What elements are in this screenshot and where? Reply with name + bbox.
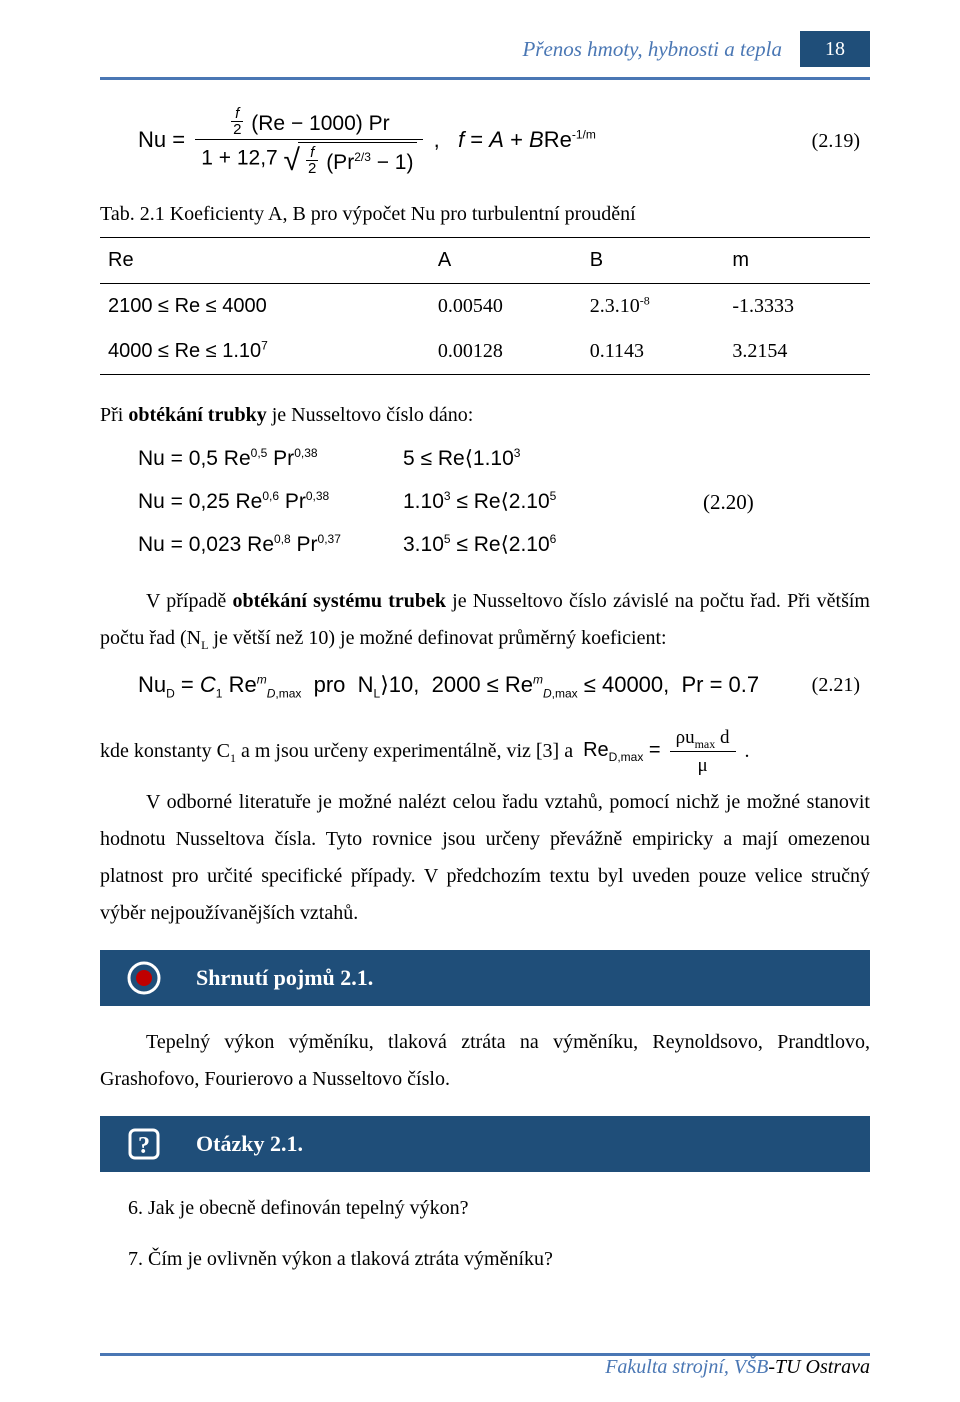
para-constants: kde konstanty C1 a m jsou určeny experim… bbox=[100, 724, 870, 781]
question-item: 7. Čím je ovlivněn výkon a tlaková ztrát… bbox=[128, 1241, 870, 1278]
cell: -1.3333 bbox=[724, 284, 870, 330]
cell: 0.00128 bbox=[430, 329, 582, 375]
svg-text:?: ? bbox=[138, 1133, 150, 1159]
rel-num: (2.20) bbox=[703, 483, 754, 522]
col-b: B bbox=[582, 238, 725, 284]
running-title: Přenos hmoty, hybnosti a tepla bbox=[522, 30, 782, 69]
summary-title: Shrnutí pojmů 2.1. bbox=[188, 958, 373, 999]
footer-text: Fakulta strojní, VŠB-TU Ostrava bbox=[605, 1349, 870, 1386]
questions-title: Otázky 2.1. bbox=[188, 1124, 303, 1165]
rel-lhs: Nu = 0,023 Re0,8 Pr0,37 bbox=[138, 526, 403, 565]
eq219-den: 1 + 12,7 f2 (Pr2/3 − 1) bbox=[195, 140, 423, 178]
eq219-num: f2 (Re − 1000) Pr bbox=[195, 104, 423, 140]
rel-lhs: Nu = 0,5 Re0,5 Pr0,38 bbox=[138, 440, 403, 479]
footer-vsb: VŠB bbox=[734, 1356, 768, 1378]
summary-body: Tepelný výkon výměníku, tlaková ztráta n… bbox=[100, 1024, 870, 1098]
eq219-number: (2.19) bbox=[812, 123, 860, 160]
relation-row: Nu = 0,5 Re0,5 Pr0,38 5 ≤ Re⟨1.103 bbox=[138, 440, 870, 479]
obtekani-intro: Při obtékání trubky je Nusseltovo číslo … bbox=[100, 397, 870, 434]
relation-row: Nu = 0,023 Re0,8 Pr0,37 3.105 ≤ Re⟨2.106 bbox=[138, 526, 870, 565]
header-rule bbox=[100, 77, 870, 80]
question-icon: ? bbox=[100, 1124, 188, 1164]
table-caption: Tab. 2.1 Koeficienty A, B pro výpočet Nu… bbox=[100, 196, 870, 233]
para-literature: V odborné literatuře je možné nalézt cel… bbox=[100, 784, 870, 932]
eq-lhs: Nu = bbox=[138, 127, 185, 152]
table-header-row: Re A B m bbox=[100, 238, 870, 284]
col-a: A bbox=[430, 238, 582, 284]
page-number-badge: 18 bbox=[800, 31, 870, 67]
summary-heading-box: Shrnutí pojmů 2.1. bbox=[100, 950, 870, 1006]
rel-rhs: 3.105 ≤ Re⟨2.106 bbox=[403, 526, 703, 565]
cell: 4000 ≤ Re ≤ 1.107 bbox=[100, 329, 430, 375]
running-header: Přenos hmoty, hybnosti a tepla 18 bbox=[100, 30, 870, 69]
rel-lhs: Nu = 0,25 Re0,6 Pr0,38 bbox=[138, 483, 403, 522]
questions-list: 6. Jak je obecně definován tepelný výkon… bbox=[128, 1190, 870, 1278]
eq219-rhs: , f = A + BRe-1/m bbox=[434, 127, 596, 152]
cell: 2.3.10-8 bbox=[582, 284, 725, 330]
col-m: m bbox=[724, 238, 870, 284]
cell: 3.2154 bbox=[724, 329, 870, 375]
rel-rhs: 5 ≤ Re⟨1.103 bbox=[403, 440, 703, 479]
cell: 0.1143 bbox=[582, 329, 725, 375]
relation-row: Nu = 0,25 Re0,6 Pr0,38 1.103 ≤ Re⟨2.105 … bbox=[138, 483, 870, 522]
eq221-body: NuD = C1 RemD,max pro NL⟩10, 2000 ≤ RemD… bbox=[138, 665, 759, 706]
para-trubek: V případě obtékání systému trubek je Nus… bbox=[100, 583, 870, 657]
col-re: Re bbox=[100, 238, 430, 284]
question-item: 6. Jak je obecně definován tepelný výkon… bbox=[128, 1190, 870, 1227]
cell: 0.00540 bbox=[430, 284, 582, 330]
relations-block: Nu = 0,5 Re0,5 Pr0,38 5 ≤ Re⟨1.103 Nu = … bbox=[138, 440, 870, 565]
footer-faculty: Fakulta strojní, bbox=[605, 1356, 734, 1378]
equation-2-19: Nu = f2 (Re − 1000) Pr 1 + 12,7 f2 (Pr2/… bbox=[138, 104, 870, 179]
eq221-number: (2.21) bbox=[812, 667, 860, 704]
table-row: 4000 ≤ Re ≤ 1.107 0.00128 0.1143 3.2154 bbox=[100, 329, 870, 375]
footer-rest: -TU Ostrava bbox=[768, 1356, 870, 1378]
questions-heading-box: ? Otázky 2.1. bbox=[100, 1116, 870, 1172]
table-row: 2100 ≤ Re ≤ 4000 0.00540 2.3.10-8 -1.333… bbox=[100, 284, 870, 330]
summary-icon bbox=[100, 957, 188, 999]
cell: 2100 ≤ Re ≤ 4000 bbox=[100, 284, 430, 330]
coefficients-table: Re A B m 2100 ≤ Re ≤ 4000 0.00540 2.3.10… bbox=[100, 237, 870, 375]
rel-rhs: 1.103 ≤ Re⟨2.105 bbox=[403, 483, 703, 522]
equation-2-21: NuD = C1 RemD,max pro NL⟩10, 2000 ≤ RemD… bbox=[138, 665, 870, 706]
